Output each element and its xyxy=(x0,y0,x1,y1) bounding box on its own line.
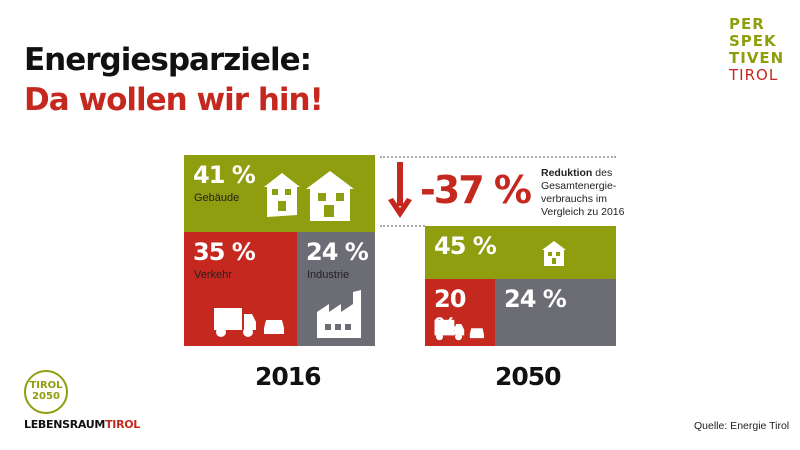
source-note: Quelle: Energie Tirol xyxy=(694,420,790,432)
buildings-2016-pct: 41 % xyxy=(193,161,256,189)
house-icon xyxy=(264,171,354,221)
divider-bottom xyxy=(380,225,425,227)
industry-label: Industrie xyxy=(307,269,350,281)
reduction-value: -37 % xyxy=(420,168,532,212)
factory-icon xyxy=(317,290,361,338)
title-line2: Da wollen wir hin! xyxy=(24,82,324,118)
buildings-label: Gebäude xyxy=(194,192,240,204)
arrow-down-icon xyxy=(388,162,412,218)
reduction-text: Reduktion des Gesamtenergie-verbrauchs i… xyxy=(541,167,625,218)
divider-top xyxy=(380,156,616,158)
transport-2016-tile: 35 % Verkehr xyxy=(184,232,297,346)
buildings-2050-tile: 45 % xyxy=(425,226,616,279)
house-icon xyxy=(542,241,566,266)
industry-2050-pct: 24 % xyxy=(504,285,567,313)
transport-2050-tile: 20 % xyxy=(425,279,495,346)
industry-2016-tile: 24 % Industrie xyxy=(297,232,375,346)
tirol-2050-badge: TIROL 2050 xyxy=(24,370,68,414)
truck-car-icon xyxy=(434,319,484,341)
perspektiven-logo: PER SPEK TIVEN TIROL xyxy=(729,15,785,84)
transport-label: Verkehr xyxy=(194,269,232,281)
transport-2016-pct: 35 % xyxy=(193,238,256,266)
year-2050-label: 2050 xyxy=(495,362,562,391)
year-2016-label: 2016 xyxy=(255,362,322,391)
buildings-2050-pct: 45 % xyxy=(434,232,497,260)
lebensraum-tirol-logo: LEBENSRAUMTIROL xyxy=(24,418,141,431)
industry-2050-tile: 24 % xyxy=(495,279,616,346)
buildings-2016-tile: 41 % Gebäude xyxy=(184,155,375,232)
title-line1: Energiesparziele: xyxy=(24,42,312,78)
industry-2016-pct: 24 % xyxy=(306,238,369,266)
truck-car-icon xyxy=(214,308,284,337)
